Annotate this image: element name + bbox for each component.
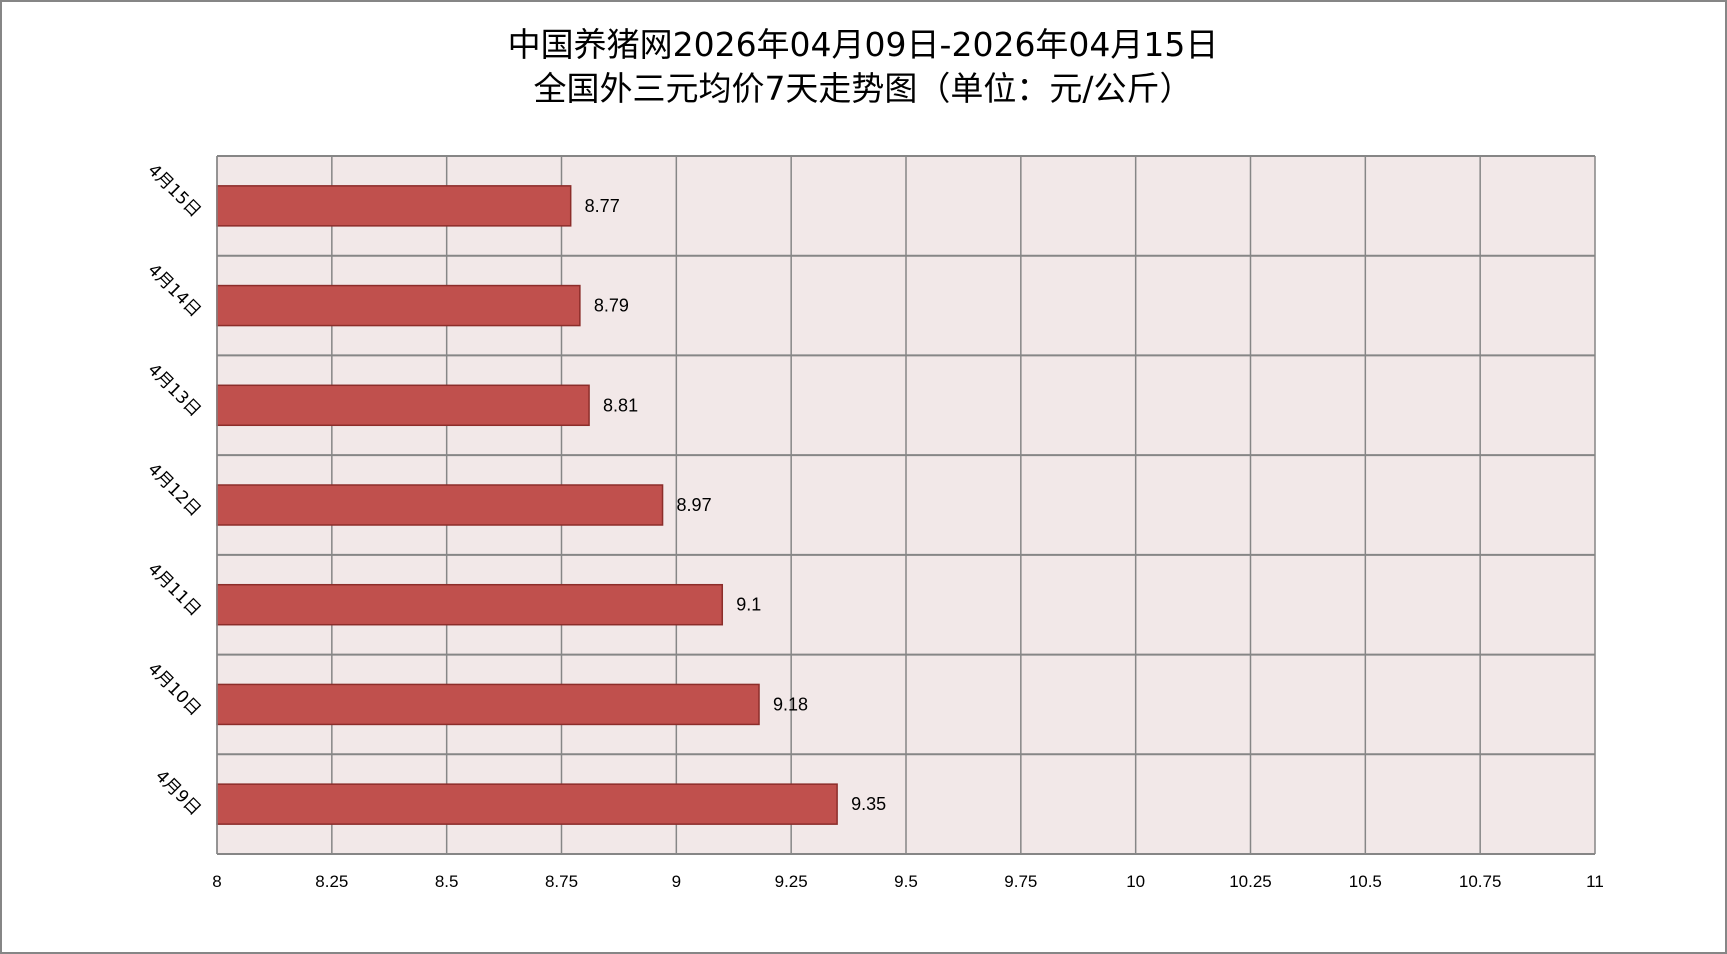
bar bbox=[216, 284, 581, 327]
x-tick-label: 9.5 bbox=[894, 872, 918, 891]
bar bbox=[216, 583, 724, 626]
data-label: 8.79 bbox=[594, 296, 629, 316]
x-tick-label: 8.25 bbox=[315, 872, 348, 891]
x-tick-label: 8.5 bbox=[435, 872, 459, 891]
x-tick-label: 10.25 bbox=[1229, 872, 1272, 891]
x-tick-label: 10.5 bbox=[1349, 872, 1382, 891]
bar bbox=[216, 185, 572, 227]
data-label: 8.81 bbox=[603, 395, 638, 415]
x-tick-label: 10.75 bbox=[1459, 872, 1502, 891]
x-tick-label: 8 bbox=[212, 872, 221, 891]
x-tick-label: 8.75 bbox=[545, 872, 578, 891]
x-tick-label: 11 bbox=[1586, 872, 1604, 891]
bar bbox=[216, 484, 664, 526]
x-tick-label: 9.75 bbox=[1004, 872, 1037, 891]
chart-title-line-2: 全国外三元均价7天走势图（单位：元/公斤） bbox=[533, 69, 1192, 108]
bar bbox=[216, 384, 590, 427]
data-label: 8.97 bbox=[677, 495, 712, 515]
data-label: 9.1 bbox=[736, 595, 761, 615]
x-tick-label: 9 bbox=[672, 872, 681, 891]
x-tick-label: 9.25 bbox=[775, 872, 808, 891]
chart-title-line-1: 中国养猪网2026年04月09日-2026年04月15日 bbox=[508, 25, 1219, 64]
data-label: 9.18 bbox=[773, 694, 808, 714]
bar bbox=[216, 783, 838, 825]
x-tick-label: 10 bbox=[1126, 872, 1145, 891]
data-label: 8.77 bbox=[585, 196, 620, 216]
bar bbox=[216, 683, 760, 726]
data-label: 9.35 bbox=[851, 794, 886, 814]
